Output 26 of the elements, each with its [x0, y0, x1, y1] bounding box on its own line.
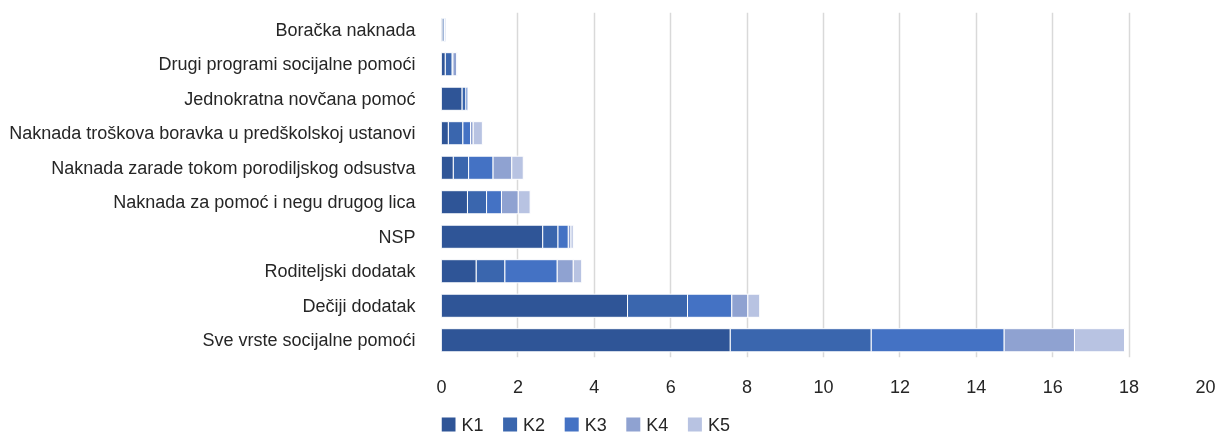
x-tick-label: 2: [512, 376, 523, 397]
x-tick-label: 18: [1119, 376, 1140, 397]
x-tick-label: 16: [1042, 376, 1063, 397]
legend-label: K5: [707, 414, 730, 435]
legend-label: K4: [646, 414, 669, 435]
x-tick-label: 8: [742, 376, 753, 397]
legend-label: K2: [523, 414, 546, 435]
x-tick-label: 6: [665, 376, 676, 397]
y-tick-label: NSP: [378, 226, 416, 247]
x-tick-label: 14: [966, 376, 987, 397]
y-tick-label: Boračka naknada: [275, 19, 417, 40]
y-tick-label: Dečiji dodatak: [302, 295, 417, 316]
x-tick-label: 20: [1195, 376, 1216, 397]
y-tick-label: Jednokratna novčana pomoć: [184, 88, 416, 109]
y-tick-label: Naknada troškova boravka u predškolskoj ustanovi: [9, 123, 416, 144]
y-tick-label: Naknada za pomoć i negu drugog lica: [113, 192, 417, 213]
y-tick-label: Sve vrste socijalne pomoći: [202, 330, 416, 351]
x-tick-label: 10: [813, 376, 834, 397]
y-tick-label: Naknada zarade tokom porodiljskog odsustva: [51, 157, 417, 178]
y-tick-label: Roditeljski dodatak: [264, 261, 417, 282]
y-tick-label: Drugi programi socijalne pomoći: [158, 54, 416, 75]
legend-label: K3: [584, 414, 607, 435]
x-tick-label: 0: [436, 376, 447, 397]
x-tick-label: 4: [589, 376, 600, 397]
x-tick-label: 12: [889, 376, 910, 397]
legend-label: K1: [461, 414, 484, 435]
